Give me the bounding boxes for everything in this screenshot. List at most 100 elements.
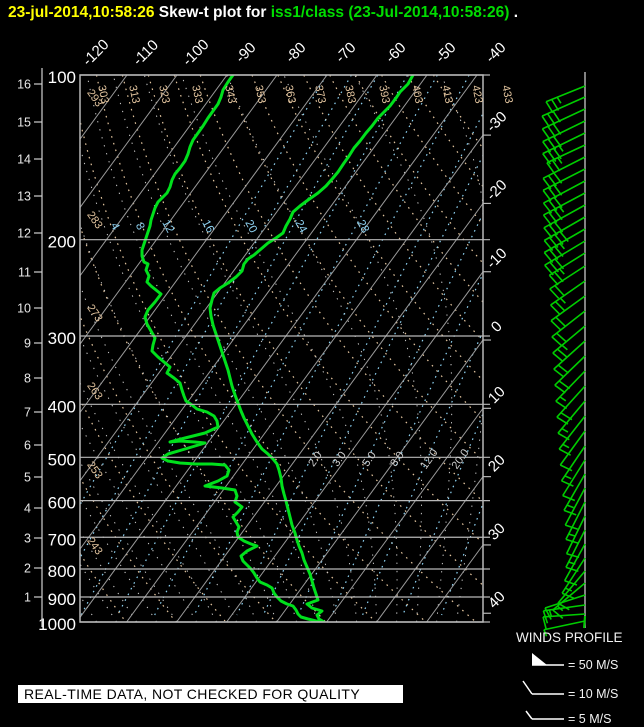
wind-barb-staff (543, 192, 586, 216)
mixing-ratio-line (236, 112, 483, 616)
wind-barb-feather (542, 616, 548, 630)
wind-barb-staff (544, 594, 586, 609)
wind-barb (559, 430, 586, 472)
wind-barb-feather (552, 609, 564, 619)
wind-barb-staff (563, 473, 586, 511)
wind-barb (554, 355, 586, 394)
mixing-ratio-line (441, 501, 483, 616)
quality-banner-text: REAL-TIME DATA, NOT CHECKED FOR QUALITY (24, 686, 360, 702)
wind-barb-feather (550, 320, 561, 331)
wind-barb-half-feather (543, 629, 548, 637)
wind-barb-feather (548, 274, 559, 286)
wind-barb (550, 280, 586, 315)
wind-barb-half-feather (559, 396, 567, 402)
wind-barb-half-feather (568, 533, 576, 537)
moist-adiabat-label: 4 (108, 221, 122, 233)
wind-barb (551, 310, 586, 347)
moist-adiabat-label: 24 (292, 218, 309, 235)
mixing-ratio-line (80, 75, 379, 616)
dry-adiabat-label: 423 (469, 84, 485, 104)
right-temperature-label: 30 (485, 520, 509, 544)
height-label: 12 (17, 227, 31, 241)
mixing-ratio-line (117, 75, 408, 616)
height-label: 3 (24, 532, 31, 546)
wind-barb-staff (543, 204, 586, 229)
top-temperature-label: -120 (79, 36, 112, 69)
wind-barb-feather (555, 316, 566, 327)
mixing-ratio-label: 2.0 (306, 450, 325, 469)
wind-barb-staff (551, 310, 586, 338)
mixing-ratio-label: 3.0 (330, 450, 349, 469)
wind-barb-staff (550, 280, 586, 306)
height-label: 2 (24, 562, 31, 576)
wind-barb-feather (551, 336, 563, 347)
wind-barb (549, 265, 586, 299)
moist-adiabat-label: 8 (133, 221, 147, 232)
mixing-ratio-label: 12.0 (418, 447, 440, 471)
dry-adiabat-line (277, 75, 483, 382)
height-label: 7 (24, 406, 31, 420)
pressure-label: 1000 (38, 615, 76, 634)
pressure-label: 200 (48, 233, 76, 252)
dry-adiabat-line (173, 75, 483, 544)
wind-speed-legend: = 50 M/S = 10 M/S = 5 M/S (522, 653, 618, 726)
mixing-ratio-line (331, 272, 483, 616)
dry-adiabat-line (303, 75, 483, 342)
isotherm-line (80, 75, 428, 550)
wind-barb-staff (542, 156, 586, 180)
wind-barb-staff (562, 459, 586, 497)
moist-adiabat-label: 12 (159, 218, 176, 235)
right-temperature-label: -20 (483, 177, 510, 204)
moist-adiabat-line (80, 381, 218, 622)
right-temperature-label: 20 (485, 452, 509, 476)
legend-5ms-label: = 5 M/S (568, 712, 611, 726)
wind-barb-staff (541, 96, 586, 117)
top-temperature-label: -70 (332, 39, 359, 66)
top-temperature-label: -80 (282, 39, 309, 66)
wind-barb-staff (558, 415, 586, 450)
wind-barb-staff (561, 557, 586, 594)
title-plot-label: Skew-t plot for (159, 4, 271, 21)
right-temperature-label: 40 (485, 588, 509, 612)
wind-barb-feather (551, 159, 561, 172)
wind-barb-feather (553, 271, 564, 283)
plot-border (79, 74, 484, 623)
isotherm-line (276, 339, 483, 622)
height-label: 9 (24, 337, 31, 351)
dry-adiabat-label: 403 (409, 84, 425, 104)
legend-half-barb-icon (525, 710, 533, 720)
moist-adiabat-label: 28 (354, 218, 371, 235)
wind-barb-staff (563, 543, 586, 582)
moist-adiabat-line (80, 335, 238, 622)
wind-barb-half-feather (566, 504, 574, 509)
dry-adiabat-label: 253 (84, 459, 104, 481)
wind-barb-staff (565, 529, 586, 568)
wind-barb-staff (542, 168, 586, 192)
wind-barb-staff (565, 501, 586, 540)
title-station: iss1/class (23-Jul-2014,10:58:26) (271, 4, 510, 21)
title-suffix: . (514, 4, 518, 21)
wind-barb-staff (554, 355, 586, 386)
isotherm-line (126, 134, 483, 622)
dry-adiabat-line (147, 75, 483, 587)
wind-barb-half-feather (562, 443, 570, 449)
wind-barb-half-feather (558, 206, 565, 213)
moist-adiabat-line (354, 75, 453, 622)
wind-barb-staff (544, 240, 586, 266)
wind-barb-half-feather (548, 609, 553, 617)
dry-adiabat-label: 413 (439, 84, 455, 104)
wind-barb-staff (552, 582, 586, 611)
wind-barb (553, 340, 586, 378)
moist-adiabat-line (80, 144, 298, 622)
wind-barb-staff (546, 144, 586, 164)
isotherm-line (326, 407, 483, 622)
moist-adiabat-line (112, 75, 338, 622)
isotherm-line (80, 75, 478, 619)
wind-barb-feather (557, 364, 569, 374)
wind-barb-half-feather (558, 145, 564, 152)
wind-barb-half-feather (556, 96, 562, 104)
wind-barb-staff (556, 385, 586, 418)
wind-barb-feather (556, 332, 567, 343)
isotherm-line (80, 75, 178, 209)
